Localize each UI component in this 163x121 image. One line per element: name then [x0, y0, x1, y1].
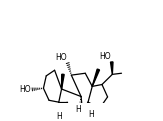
Text: H: H: [88, 110, 94, 119]
Polygon shape: [62, 74, 64, 89]
Text: H: H: [75, 105, 81, 114]
Text: HO: HO: [19, 85, 31, 94]
Text: HO: HO: [55, 53, 67, 62]
Polygon shape: [92, 69, 100, 86]
Text: H: H: [57, 112, 62, 121]
Text: HO: HO: [99, 52, 111, 61]
Polygon shape: [111, 62, 113, 74]
